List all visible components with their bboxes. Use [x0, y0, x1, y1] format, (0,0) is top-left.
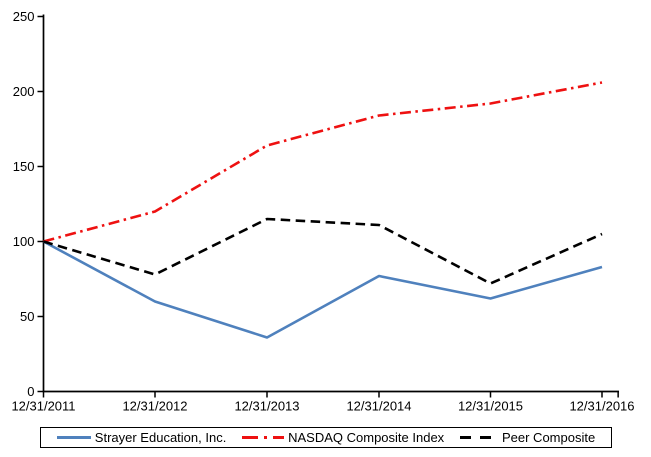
series-line-strayer-education-inc: [42, 240, 603, 339]
legend-label-strayer: Strayer Education, Inc.: [94, 430, 227, 445]
y-axis-tick-label: 200: [13, 84, 35, 99]
nasdaq-line-swatch-icon: [242, 436, 285, 439]
y-axis-tick-label: 50: [20, 309, 34, 324]
y-axis-tick-label: 100: [13, 234, 35, 249]
y-axis-tick-label: 0: [27, 384, 34, 399]
series-line-nasdaq-composite-index: [43, 81, 603, 243]
legend: Strayer Education, Inc. NASDAQ Composite…: [40, 427, 612, 448]
legend-item-peer: Peer Composite: [459, 428, 596, 447]
y-axis-tick-label: 150: [13, 159, 35, 174]
x-axis-tick-label: 12/31/2012: [122, 399, 187, 414]
x-axis-tick-label: 12/31/2015: [458, 399, 523, 414]
y-axis-tick-label: 250: [13, 9, 35, 24]
strayer-line-swatch-icon: [56, 436, 91, 439]
plot-area: 0 50 100 150 200 250 12/31/2011 12/31/2012 12/31…: [11, 9, 634, 414]
x-axis-tick-label: 12/31/2016: [569, 399, 634, 414]
series-line-peer-composite: [43, 217, 603, 285]
legend-label-peer: Peer Composite: [501, 430, 596, 445]
legend-item-strayer: Strayer Education, Inc.: [56, 428, 227, 447]
peer-line-swatch-icon: [459, 436, 498, 439]
legend-item-nasdaq: NASDAQ Composite Index: [242, 428, 444, 447]
x-axis-tick-label: 12/31/2013: [234, 399, 299, 414]
x-axis-tick-label: 12/31/2014: [346, 399, 411, 414]
x-axis-tick-label: 12/31/2011: [11, 399, 75, 414]
legend-label-nasdaq: NASDAQ Composite Index: [288, 430, 445, 445]
